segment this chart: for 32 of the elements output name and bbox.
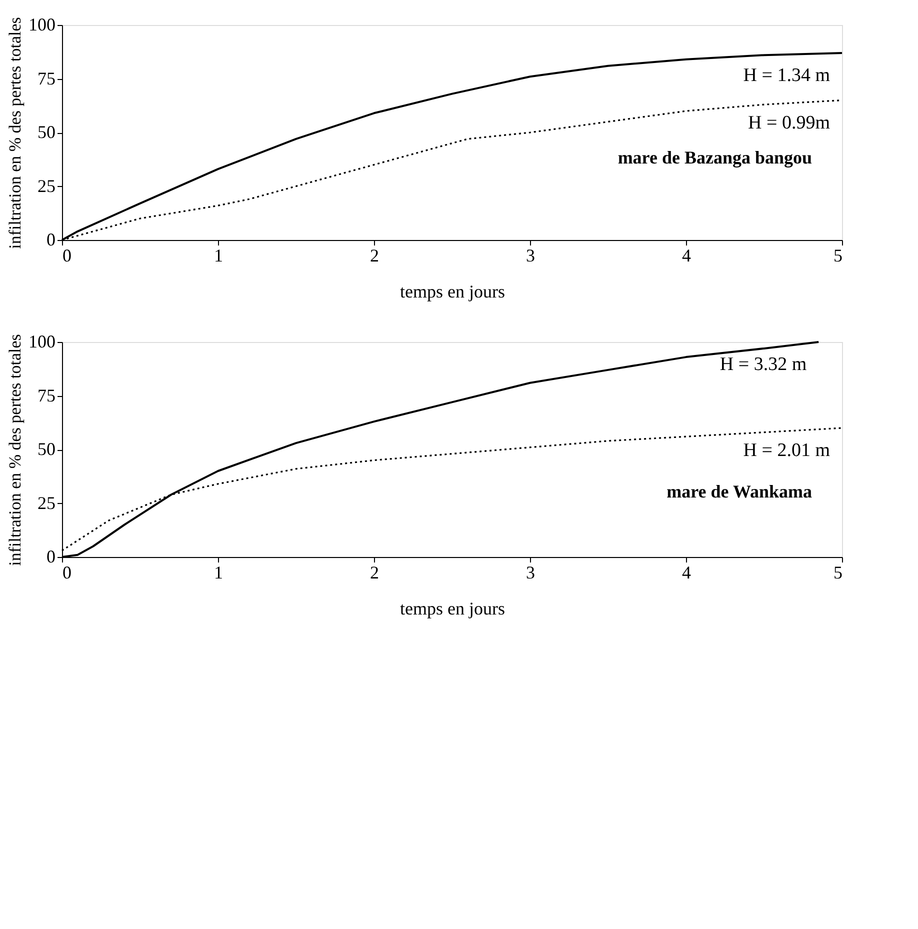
x-tick-label: 4	[682, 246, 691, 266]
x-tick-label: 4	[682, 562, 691, 582]
y-tick-label: 50	[38, 439, 56, 459]
annotation: mare de Wankama	[666, 482, 812, 502]
y-tick-label: 50	[38, 122, 56, 142]
x-tick-label: 5	[834, 246, 842, 266]
y-tick-label: 100	[28, 332, 56, 352]
x-tick-label: 1	[214, 246, 223, 266]
x-axis-title: temps en jours	[400, 282, 505, 302]
series-label: H = 0.99m	[748, 112, 830, 134]
series-label: H = 1.34 m	[743, 64, 830, 86]
y-axis-title: infiltration en % des pertes totales	[6, 334, 24, 566]
x-tick-label: 2	[370, 246, 379, 266]
x-tick-label: 0	[62, 246, 72, 266]
x-tick-label: 3	[526, 562, 535, 582]
y-tick-label: 0	[46, 546, 56, 566]
series-label: H = 3.32 m	[720, 354, 807, 375]
y-tick-label: 100	[28, 14, 56, 34]
x-tick-label: 3	[526, 246, 535, 266]
y-tick-label: 75	[38, 385, 56, 406]
x-tick-label: 1	[214, 562, 223, 582]
y-tick-label: 25	[38, 176, 56, 196]
x-axis-title: temps en jours	[400, 598, 505, 618]
y-tick-label: 25	[38, 492, 56, 513]
annotation: mare de Bazanga bangou	[618, 147, 812, 168]
y-axis-title: infiltration en % des pertes totales	[6, 17, 24, 249]
y-tick-label: 0	[46, 230, 56, 250]
x-tick-label: 0	[62, 562, 72, 582]
x-tick-label: 2	[370, 562, 379, 582]
series-label: H = 2.01 m	[743, 440, 830, 461]
x-tick-label: 5	[834, 562, 842, 582]
y-tick-label: 75	[38, 68, 56, 88]
